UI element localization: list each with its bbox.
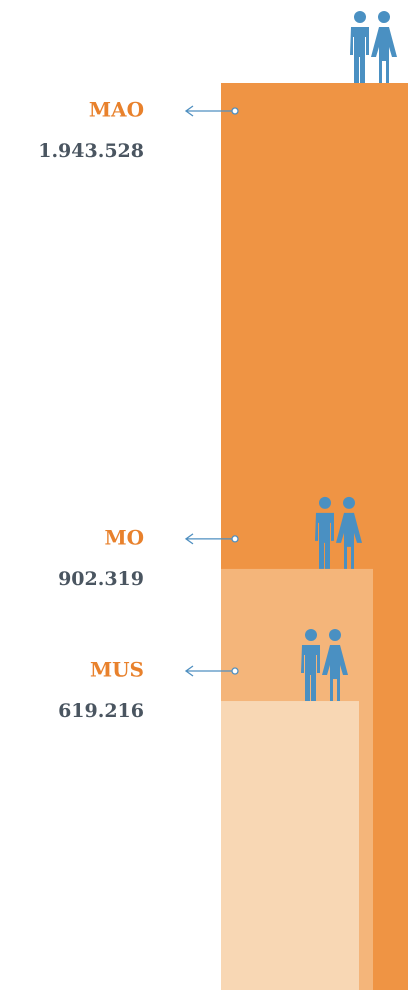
body (350, 27, 369, 83)
value-label: 1.943.528 (38, 140, 144, 162)
body (322, 645, 348, 702)
arrow-end (231, 107, 239, 115)
arrow-end (231, 667, 239, 675)
value-label: 619.216 (58, 700, 144, 722)
body (301, 645, 320, 702)
woman-icon (336, 496, 362, 569)
woman-icon (322, 629, 348, 702)
body (315, 512, 334, 569)
category-label: MO (104, 525, 144, 549)
arrow (184, 105, 232, 117)
head (354, 11, 366, 23)
head (343, 496, 355, 509)
head (329, 629, 341, 642)
category-label: MAO (89, 98, 144, 122)
man-icon (315, 496, 334, 569)
woman-icon (371, 11, 397, 83)
category-label: MUS (90, 658, 144, 682)
body (371, 27, 397, 83)
body (336, 512, 362, 569)
arrow (184, 665, 232, 677)
head (378, 11, 390, 23)
head (319, 496, 331, 509)
bar (221, 701, 359, 990)
arrow (184, 533, 232, 545)
man-icon (301, 629, 320, 702)
value-label: 902.319 (58, 568, 144, 590)
man-icon (350, 11, 369, 83)
head (305, 629, 317, 642)
arrow-end (231, 535, 239, 543)
